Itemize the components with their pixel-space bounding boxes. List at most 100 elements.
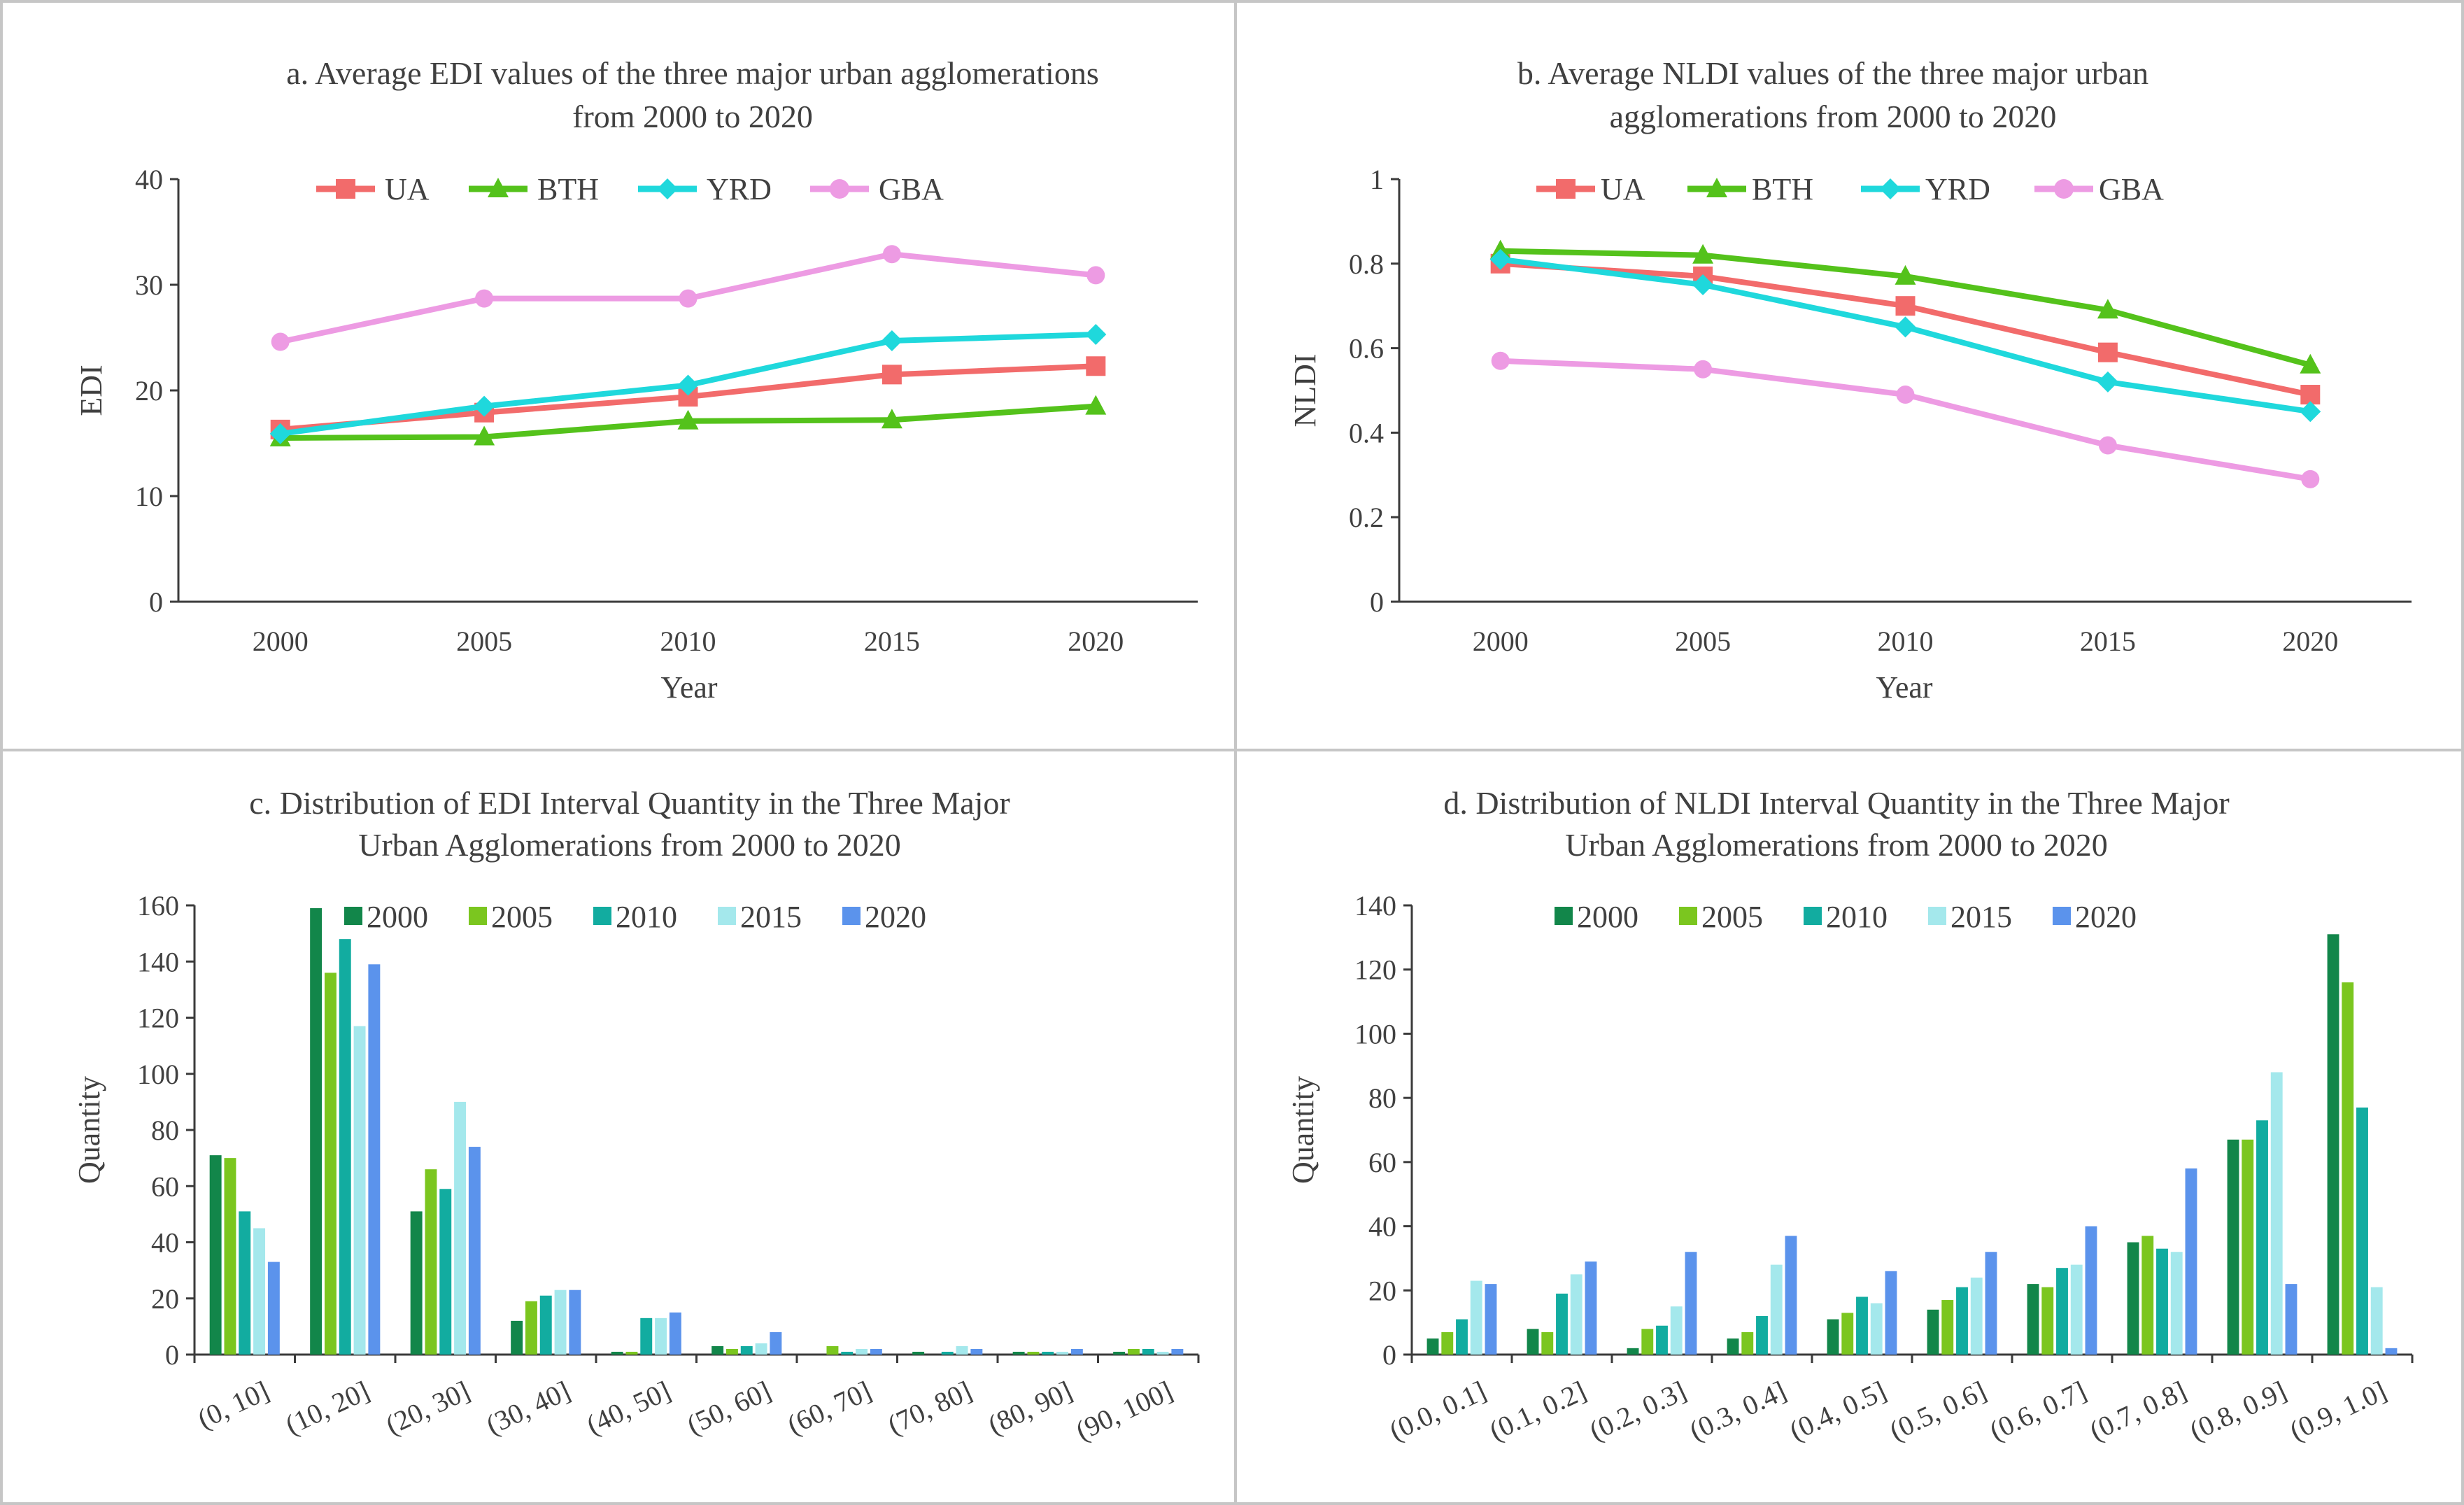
panel-a-x-tick-label-2010: 2010 bbox=[660, 626, 716, 657]
panel-c-bar-2005-40-50 bbox=[625, 1351, 638, 1355]
panel-d-bar-2015-0-3-0-4 bbox=[1770, 1264, 1783, 1355]
panel-c-bar-2015-50-60 bbox=[755, 1343, 767, 1355]
panel-b-point-yrd-2020 bbox=[2300, 401, 2321, 423]
panel-c-y-tick-label-100: 100 bbox=[137, 1059, 179, 1090]
panel-a-y-tick-label-0: 0 bbox=[149, 586, 163, 618]
panel-c-legend-2020-swatch-icon bbox=[842, 907, 861, 925]
panel-c-bar-2015-80-90 bbox=[1056, 1351, 1069, 1355]
panel-d-bar-2000-0-3-0-4 bbox=[1727, 1338, 1739, 1355]
panel-d-bar-2000-0-6-0-7 bbox=[2027, 1284, 2039, 1355]
panel-d-y-tick-label-20: 20 bbox=[1368, 1275, 1396, 1306]
panel-d: d. Distribution of NLDI Interval Quantit… bbox=[1234, 749, 2464, 1505]
panel-c-y-tick-label-140: 140 bbox=[137, 946, 179, 977]
panel-c-title-line-1: c. Distribution of EDI Interval Quantity… bbox=[249, 785, 1010, 821]
panel-d-bar-2020-0-3-0-4 bbox=[1785, 1236, 1797, 1355]
panel-b-title-line-2: agglomerations from 2000 to 2020 bbox=[1610, 99, 2057, 134]
panel-c-bar-2000-90-100 bbox=[1113, 1351, 1126, 1355]
panel-b-y-tick-label-0-2: 0.2 bbox=[1349, 502, 1384, 533]
panel-a-legend-gba-label: GBA bbox=[879, 172, 944, 206]
panel-d-bar-2005-0-4-0-5 bbox=[1841, 1313, 1854, 1355]
panel-c-bar-2020-80-90 bbox=[1070, 1348, 1083, 1355]
panel-c-bar-2000-20-30 bbox=[410, 1211, 423, 1355]
panel-c-y-tick-label-0: 0 bbox=[165, 1339, 179, 1371]
panel-d-bar-2020-0-0-0-1 bbox=[1485, 1284, 1497, 1355]
panel-d-bar-2000-0-7-0-8 bbox=[2127, 1242, 2139, 1355]
panel-d-y-axis-title: Quantity bbox=[1286, 1076, 1320, 1184]
panel-c-bar-2010-80-90 bbox=[1042, 1351, 1054, 1355]
panel-d-bar-2000-0-2-0-3 bbox=[1627, 1348, 1639, 1355]
panel-c-bar-2015-60-70 bbox=[856, 1348, 868, 1355]
panel-d-bar-2005-0-5-0-6 bbox=[1941, 1300, 1954, 1355]
panel-d-bar-2000-0-1-0-2 bbox=[1527, 1329, 1539, 1355]
panel-d-bar-2010-0-8-0-9 bbox=[2256, 1120, 2268, 1355]
panel-d-bar-2005-0-6-0-7 bbox=[2041, 1287, 2054, 1355]
panel-c-bar-2005-10-20 bbox=[324, 973, 337, 1355]
panel-c-bar-2020-0-10 bbox=[267, 1262, 280, 1355]
panel-a-point-ua-2015 bbox=[881, 365, 902, 385]
panel-a-point-gba-2015 bbox=[882, 245, 901, 264]
panel-d-bar-2005-0-0-0-1 bbox=[1441, 1331, 1454, 1355]
panel-d-bar-2020-0-7-0-8 bbox=[2185, 1168, 2197, 1355]
panel-c-legend-2015-swatch-icon bbox=[718, 907, 736, 925]
panel-c-title-line-2: Urban Agglomerations from 2000 to 2020 bbox=[358, 827, 901, 863]
panel-a-legend-ua-label: UA bbox=[385, 172, 430, 206]
panel-a-point-yrd-2000 bbox=[269, 423, 291, 444]
panel-b-x-tick-label-2010: 2010 bbox=[1878, 626, 1934, 657]
panel-a-point-yrd-2010 bbox=[677, 374, 699, 396]
panel-b-x-tick-label-2005: 2005 bbox=[1675, 626, 1731, 657]
panel-b-border bbox=[1234, 0, 2464, 751]
panel-c-bar-2010-0-10 bbox=[239, 1211, 251, 1355]
panel-d-legend-2020-swatch-icon bbox=[2053, 907, 2071, 925]
panel-c: c. Distribution of EDI Interval Quantity… bbox=[0, 749, 1237, 1505]
panel-a-border bbox=[0, 0, 1237, 751]
panel-b-point-gba-2010 bbox=[1896, 386, 1915, 404]
panel-c-bar-2000-30-40 bbox=[511, 1320, 523, 1355]
panel-b-point-bth-2005 bbox=[1692, 243, 1714, 264]
panel-c-bar-2020-90-100 bbox=[1171, 1348, 1184, 1355]
panel-c-y-tick-label-160: 160 bbox=[137, 890, 179, 921]
panel-b-y-tick-label-0-8: 0.8 bbox=[1349, 248, 1384, 280]
panel-b-y-tick-label-0: 0 bbox=[1370, 586, 1384, 618]
panel-d-bar-2005-0-3-0-4 bbox=[1741, 1331, 1754, 1355]
panel-d-bar-2000-0-8-0-9 bbox=[2227, 1139, 2239, 1355]
panel-c-bar-2010-90-100 bbox=[1142, 1348, 1154, 1355]
panel-c-legend-2010-swatch-icon bbox=[593, 907, 611, 925]
panel-d-bar-2010-0-9-1-0 bbox=[2356, 1107, 2368, 1355]
panel-c-y-tick-label-80: 80 bbox=[151, 1115, 179, 1146]
panel-c-bar-2015-90-100 bbox=[1156, 1351, 1169, 1355]
panel-c-bar-2020-40-50 bbox=[669, 1312, 681, 1355]
panel-c-y-tick-label-120: 120 bbox=[137, 1003, 179, 1034]
panel-d-bar-2020-0-8-0-9 bbox=[2285, 1284, 2297, 1355]
panel-d-bar-2015-0-9-1-0 bbox=[2370, 1287, 2383, 1355]
panel-b-point-bth-2020 bbox=[2300, 353, 2321, 374]
panel-d-legend-2015-swatch-icon bbox=[1928, 907, 1946, 925]
panel-a-point-gba-2000 bbox=[271, 332, 290, 351]
panel-c-legend-2010-label: 2010 bbox=[616, 900, 677, 934]
panel-b-legend-ua-label: UA bbox=[1601, 172, 1645, 206]
panel-c-bar-2010-20-30 bbox=[439, 1189, 452, 1355]
panel-b-axes: 0 0.2 0.4 0.6 0.8 1 2000 2005 2010 2015 2020 bbox=[1349, 164, 2412, 657]
panel-d-legend: 2000 2005 2010 2015 2020 bbox=[1555, 900, 2137, 934]
panel-d-bar-2020-0-4-0-5 bbox=[1885, 1271, 1897, 1355]
panel-c-y-tick-label-40: 40 bbox=[151, 1227, 179, 1259]
panel-a-point-gba-2010 bbox=[679, 289, 698, 308]
panel-b-point-gba-2000 bbox=[1491, 351, 1510, 370]
panel-b: b. Average NLDI values of the three majo… bbox=[1234, 0, 2464, 751]
panel-a-point-ua-2020 bbox=[1086, 356, 1106, 376]
panel-c-bar-2020-10-20 bbox=[368, 964, 381, 1355]
panel-a-title-line-1: a. Average EDI values of the three major… bbox=[286, 55, 1098, 91]
panel-c-bar-2000-70-80 bbox=[912, 1351, 925, 1355]
panel-a-y-tick-label-20: 20 bbox=[135, 375, 163, 407]
panel-a-y-tick-label-40: 40 bbox=[135, 164, 163, 195]
panel-d-y-tick-label-0: 0 bbox=[1382, 1339, 1396, 1371]
panel-d-bar-2000-0-9-1-0 bbox=[2327, 934, 2339, 1355]
panel-b-legend-gba-circle-icon bbox=[2054, 179, 2074, 199]
panel-d-bar-2010-0-4-0-5 bbox=[1856, 1296, 1868, 1355]
panel-b-point-gba-2005 bbox=[1694, 360, 1713, 379]
panel-c-bar-2015-0-10 bbox=[253, 1228, 266, 1355]
panel-a-x-tick-label-2000: 2000 bbox=[253, 626, 309, 657]
panel-b-legend-gba-label: GBA bbox=[2099, 172, 2164, 206]
panel-c-bar-2015-10-20 bbox=[353, 1026, 366, 1355]
panel-d-bar-2015-0-2-0-3 bbox=[1670, 1306, 1683, 1355]
panel-c-legend-2000-swatch-icon bbox=[344, 907, 362, 925]
